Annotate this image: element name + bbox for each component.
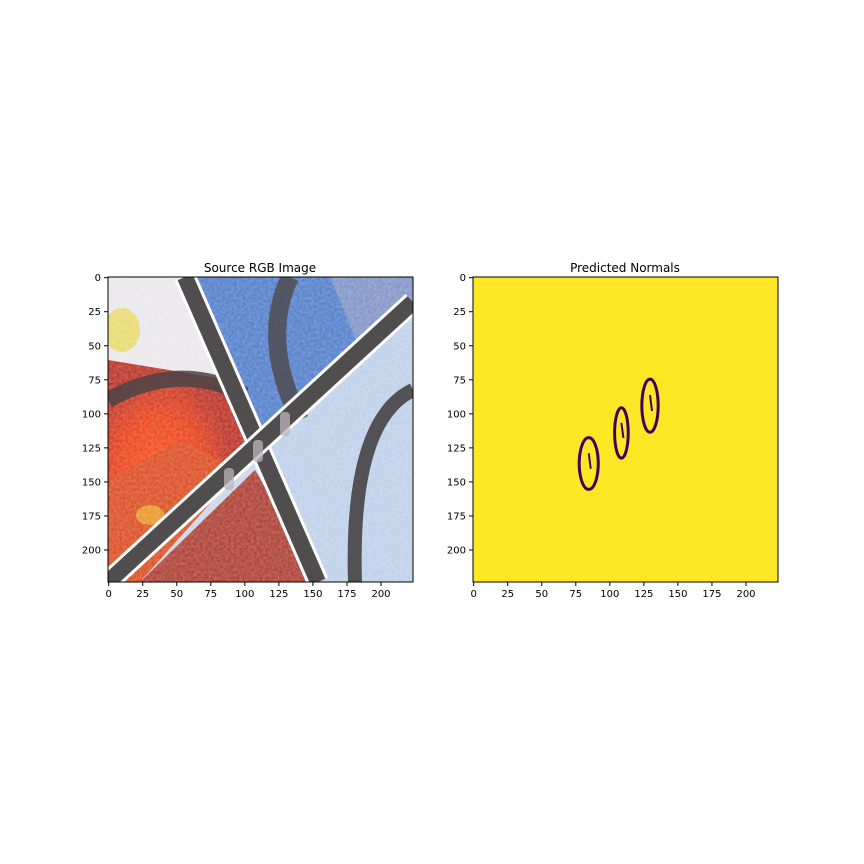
source-image-x-tick-label: 125 (269, 589, 288, 600)
source-image-x-tick-label: 175 (337, 589, 356, 600)
source-image-x-tick-label: 200 (371, 589, 390, 600)
predicted-normals-y-tick-label: 25 (453, 307, 466, 318)
predicted-normals-x-tick-label: 50 (535, 589, 548, 600)
source-rgb-image (108, 277, 413, 582)
predicted-normals-x-tick-label: 0 (470, 589, 476, 600)
predicted-normals-y-tick-label: 175 (447, 511, 466, 522)
predicted-normals-y-tick-label: 75 (453, 375, 466, 386)
predicted-normals-frame (472, 276, 779, 583)
source-image-y-tick-label: 50 (88, 341, 101, 352)
source-image-panel: Source RGB Image (82, 261, 414, 600)
predicted-normals-y-tick-label: 0 (460, 273, 466, 284)
source-image-y-tick-label: 175 (82, 511, 101, 522)
predicted-normals-x-tick-label: 175 (702, 589, 721, 600)
predicted-normals-x-axis: 0 25 50 75 100 125 150 175 200 (470, 582, 756, 600)
source-image-x-tick-label: 0 (105, 589, 111, 600)
source-image-y-axis: 0 25 50 75 100 125 150 175 200 (82, 273, 108, 557)
source-image-y-tick-label: 200 (82, 546, 101, 557)
predicted-normals-y-tick-label: 200 (447, 546, 466, 557)
predicted-normals-x-tick-label: 200 (736, 589, 755, 600)
source-image-x-tick-label: 100 (235, 589, 254, 600)
source-image-x-tick-label: 150 (303, 589, 322, 600)
predicted-normals-heatmap (473, 277, 778, 582)
predicted-normals-x-tick-label: 75 (569, 589, 582, 600)
source-image-y-tick-label: 125 (82, 443, 101, 454)
predicted-normals-x-tick-label: 25 (501, 589, 514, 600)
predicted-normals-region-mark (620, 422, 625, 439)
source-image-title: Source RGB Image (204, 261, 316, 275)
source-image-y-tick-label: 25 (88, 307, 101, 318)
predicted-normals-y-tick-label: 150 (447, 477, 466, 488)
source-image-x-tick-label: 25 (136, 589, 149, 600)
predicted-normals-y-axis: 0 25 50 75 100 125 150 175 200 (447, 273, 473, 557)
source-image-y-tick-label: 75 (88, 375, 101, 386)
predicted-normals-y-tick-label: 100 (447, 409, 466, 420)
source-image-y-tick-label: 100 (82, 409, 101, 420)
source-image-y-tick-label: 0 (95, 273, 101, 284)
source-image-x-axis: 0 25 50 75 100 125 150 175 200 (105, 582, 391, 600)
source-image-y-tick-label: 150 (82, 477, 101, 488)
predicted-normals-x-tick-label: 125 (634, 589, 653, 600)
predicted-normals-region-mark (587, 453, 592, 469)
source-image-x-tick-label: 50 (170, 589, 183, 600)
source-image-x-tick-label: 75 (204, 589, 217, 600)
predicted-normals-title: Predicted Normals (570, 261, 680, 275)
source-image-frame (107, 276, 414, 583)
predicted-normals-region-mark (649, 394, 654, 412)
predicted-normals-region-outline (640, 377, 660, 434)
predicted-normals-x-tick-label: 100 (600, 589, 619, 600)
predicted-normals-x-tick-label: 150 (668, 589, 687, 600)
predicted-normals-region-outline (613, 406, 630, 460)
predicted-normals-panel: Predicted Normals 0 25 50 75 100 125 150 175 200… (447, 261, 779, 600)
predicted-normals-y-tick-label: 50 (453, 341, 466, 352)
predicted-normals-y-tick-label: 125 (447, 443, 466, 454)
predicted-normals-regions (577, 377, 660, 491)
predicted-normals-region-outline (577, 436, 600, 491)
